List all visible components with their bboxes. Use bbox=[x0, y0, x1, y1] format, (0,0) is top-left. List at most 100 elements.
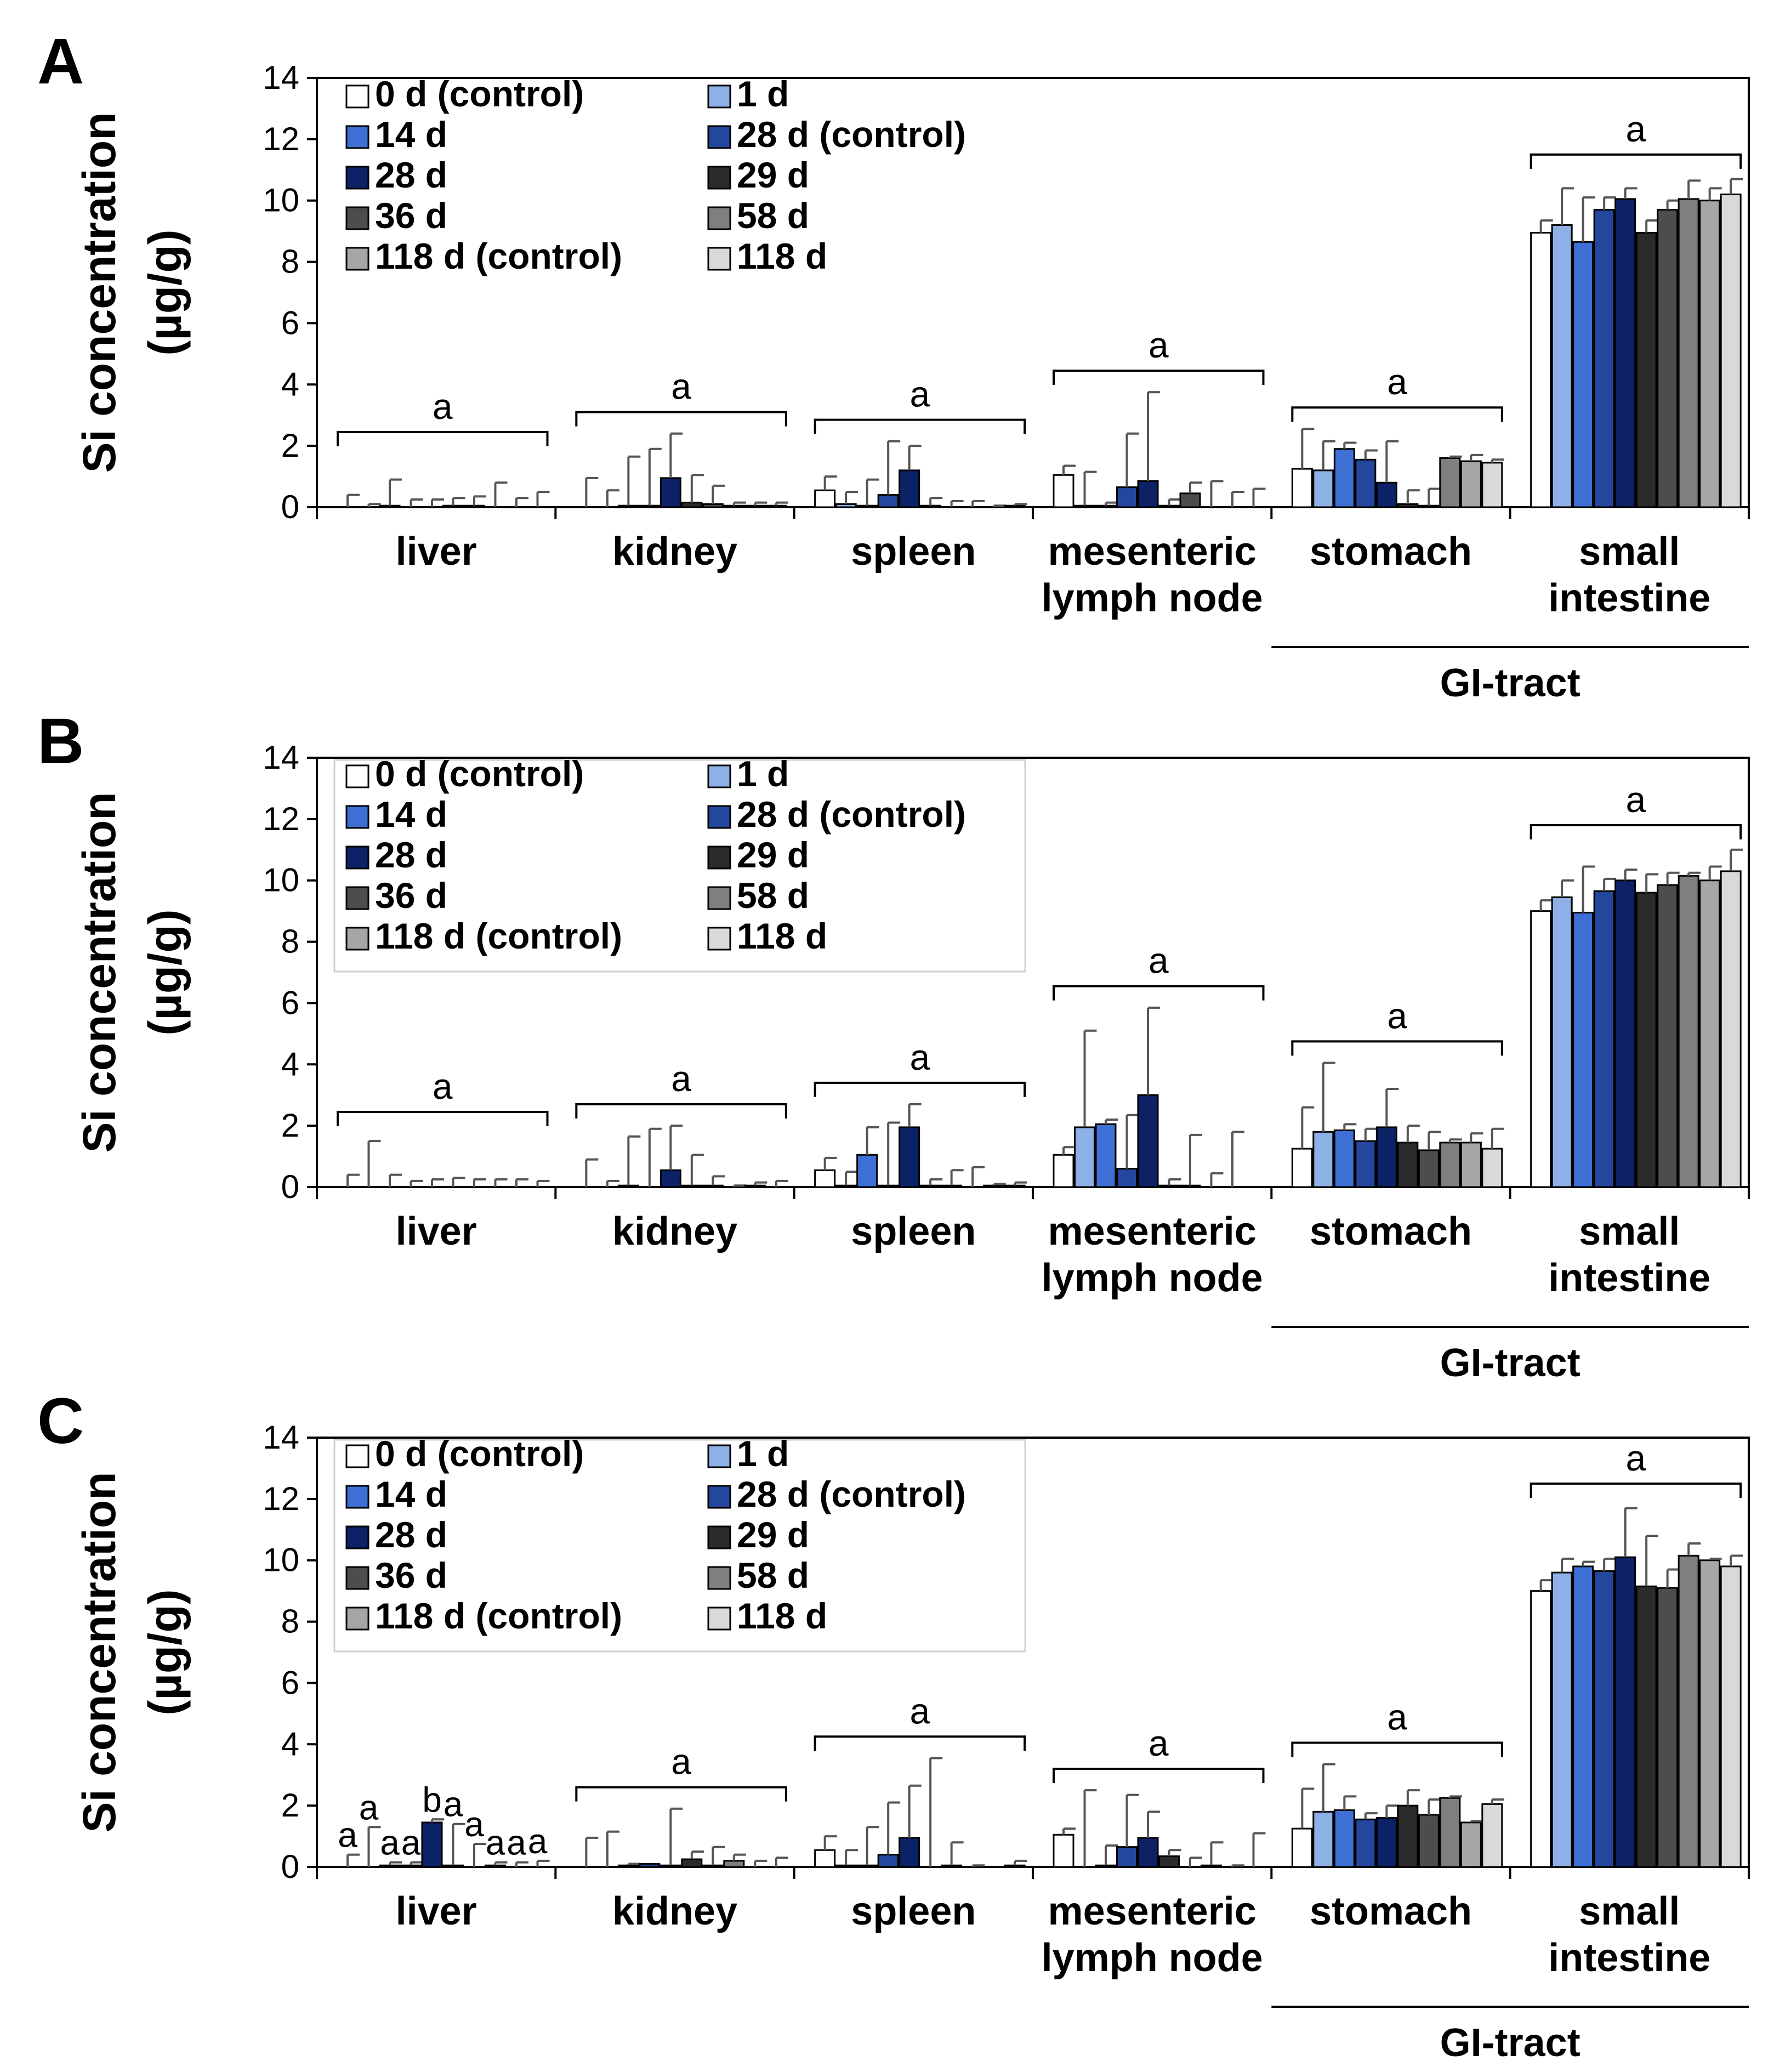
bar-118-d-control- bbox=[1460, 1142, 1482, 1188]
significance-bracket bbox=[575, 1103, 787, 1119]
legend-swatch bbox=[345, 764, 369, 788]
legend-swatch bbox=[707, 166, 731, 190]
y-tick-label: 14 bbox=[263, 59, 299, 96]
significance-bracket bbox=[814, 1735, 1026, 1751]
legend-swatch bbox=[345, 1525, 369, 1549]
bar-28-d bbox=[1137, 1094, 1159, 1188]
bar-29-d bbox=[1158, 1184, 1180, 1188]
bar-0-d-control- bbox=[1053, 474, 1074, 508]
bar-28-d bbox=[1614, 198, 1636, 508]
legend-item-label: 36 d bbox=[375, 875, 447, 916]
legend-item-label: 29 d bbox=[737, 835, 809, 875]
y-tick-label: 14 bbox=[263, 739, 299, 776]
bar-28-d bbox=[1614, 1556, 1636, 1868]
bar-118-d-control- bbox=[1699, 200, 1721, 508]
legend-item-label: 118 d bbox=[737, 916, 827, 956]
legend-item-label: 1 d bbox=[737, 73, 789, 114]
bar-1-d bbox=[835, 1184, 857, 1188]
bar-14-d bbox=[1095, 1864, 1117, 1868]
bar-29-d bbox=[681, 502, 703, 508]
y-tick-label: 2 bbox=[281, 1107, 299, 1144]
significance-letter: a bbox=[1387, 1696, 1407, 1737]
x-category-label: kidney bbox=[612, 530, 737, 574]
bar-58-d bbox=[1678, 1554, 1699, 1868]
bar-28-d-control- bbox=[639, 504, 661, 508]
y-tick-label: 2 bbox=[281, 1787, 299, 1824]
bar-1-d bbox=[835, 503, 857, 508]
bar-28-d-control- bbox=[1593, 1570, 1615, 1868]
bar-29-d bbox=[1397, 1142, 1419, 1188]
bar-28-d-control- bbox=[877, 494, 899, 508]
bar-0-d-control- bbox=[1530, 1590, 1552, 1868]
significance-bracket bbox=[337, 1110, 549, 1126]
bar-36-d bbox=[702, 1184, 724, 1188]
bar-significance-letter: a bbox=[528, 1821, 548, 1861]
significance-bracket bbox=[1530, 153, 1742, 169]
bar-36-d bbox=[941, 1184, 963, 1188]
bar-29-d bbox=[681, 1858, 703, 1868]
gi-tract-label: GI-tract bbox=[1440, 1341, 1580, 1385]
significance-letter: a bbox=[671, 1741, 691, 1782]
bar-28-d bbox=[659, 1864, 681, 1868]
legend-swatch bbox=[707, 84, 731, 109]
bar-118-d bbox=[1720, 1565, 1742, 1868]
bar-0-d-control- bbox=[1053, 1154, 1074, 1188]
x-category-label: lymph node bbox=[1042, 1256, 1263, 1300]
legend-swatch bbox=[345, 247, 369, 271]
bar-29-d bbox=[1158, 504, 1180, 508]
x-category-label: small bbox=[1579, 1889, 1680, 1933]
bar-28-d bbox=[421, 1821, 443, 1868]
bar-28-d bbox=[899, 1837, 920, 1868]
legend-item-label: 118 d (control) bbox=[375, 1596, 622, 1636]
y-axis-title: Si concentration bbox=[73, 792, 125, 1153]
legend-item-label: 28 d bbox=[375, 1514, 447, 1555]
bar-36-d bbox=[1657, 208, 1679, 508]
bar-14-d bbox=[856, 504, 878, 508]
legend-swatch bbox=[345, 1485, 369, 1509]
x-category-label: lymph node bbox=[1042, 576, 1263, 620]
x-category-label: spleen bbox=[851, 530, 976, 574]
legend-item-label: 29 d bbox=[737, 1514, 809, 1555]
bar-significance-letter: a bbox=[486, 1823, 505, 1863]
bar-1-d bbox=[1551, 896, 1573, 1188]
bar-118-d-control- bbox=[744, 504, 766, 508]
bar-0-d-control- bbox=[1530, 910, 1552, 1188]
bar-28-d-control- bbox=[1355, 1818, 1377, 1868]
bar-36-d bbox=[702, 1864, 724, 1868]
bar-118-d bbox=[1481, 462, 1503, 508]
bar-29-d bbox=[442, 1864, 464, 1868]
significance-bracket bbox=[575, 411, 787, 427]
x-category-label: spleen bbox=[851, 1889, 976, 1933]
bar-29-d bbox=[1397, 503, 1419, 508]
significance-letter: a bbox=[910, 1037, 930, 1077]
bar-28-d-control- bbox=[639, 1863, 661, 1868]
significance-bracket bbox=[575, 1786, 787, 1802]
legend-swatch bbox=[345, 1444, 369, 1468]
y-tick-label: 10 bbox=[263, 1542, 299, 1579]
x-category-label: mesenteric bbox=[1048, 1210, 1256, 1253]
bar-14-d bbox=[856, 1154, 878, 1188]
bar-28-d-control- bbox=[1593, 208, 1615, 508]
legend-item-label: 118 d (control) bbox=[375, 916, 622, 956]
significance-letter: a bbox=[433, 386, 453, 427]
legend-swatch bbox=[345, 84, 369, 109]
bar-1-d bbox=[1312, 1131, 1334, 1188]
x-category-label: mesenteric bbox=[1048, 1889, 1256, 1933]
bar-1-d bbox=[1074, 504, 1095, 508]
bar-118-d bbox=[1004, 1184, 1026, 1188]
legend-swatch bbox=[345, 845, 369, 870]
bar-29-d bbox=[919, 504, 941, 508]
bar-29-d bbox=[1635, 231, 1657, 508]
x-category-label: stomach bbox=[1310, 530, 1472, 574]
bar-118-d bbox=[1481, 1803, 1503, 1868]
y-tick-label: 6 bbox=[281, 984, 299, 1021]
bar-1-d bbox=[1551, 224, 1573, 508]
legend-swatch bbox=[707, 125, 731, 149]
chart-panel-B: B Si concentration (µg/g) 0 2 4 6 8 10 12 14 liver k… bbox=[37, 705, 1750, 1385]
y-tick-label: 0 bbox=[281, 489, 299, 525]
legend-swatch bbox=[707, 845, 731, 870]
x-category-label: intestine bbox=[1548, 1256, 1710, 1300]
bar-14-d bbox=[1095, 1123, 1117, 1188]
y-tick-label: 0 bbox=[281, 1848, 299, 1885]
bar-118-d bbox=[1004, 504, 1026, 508]
